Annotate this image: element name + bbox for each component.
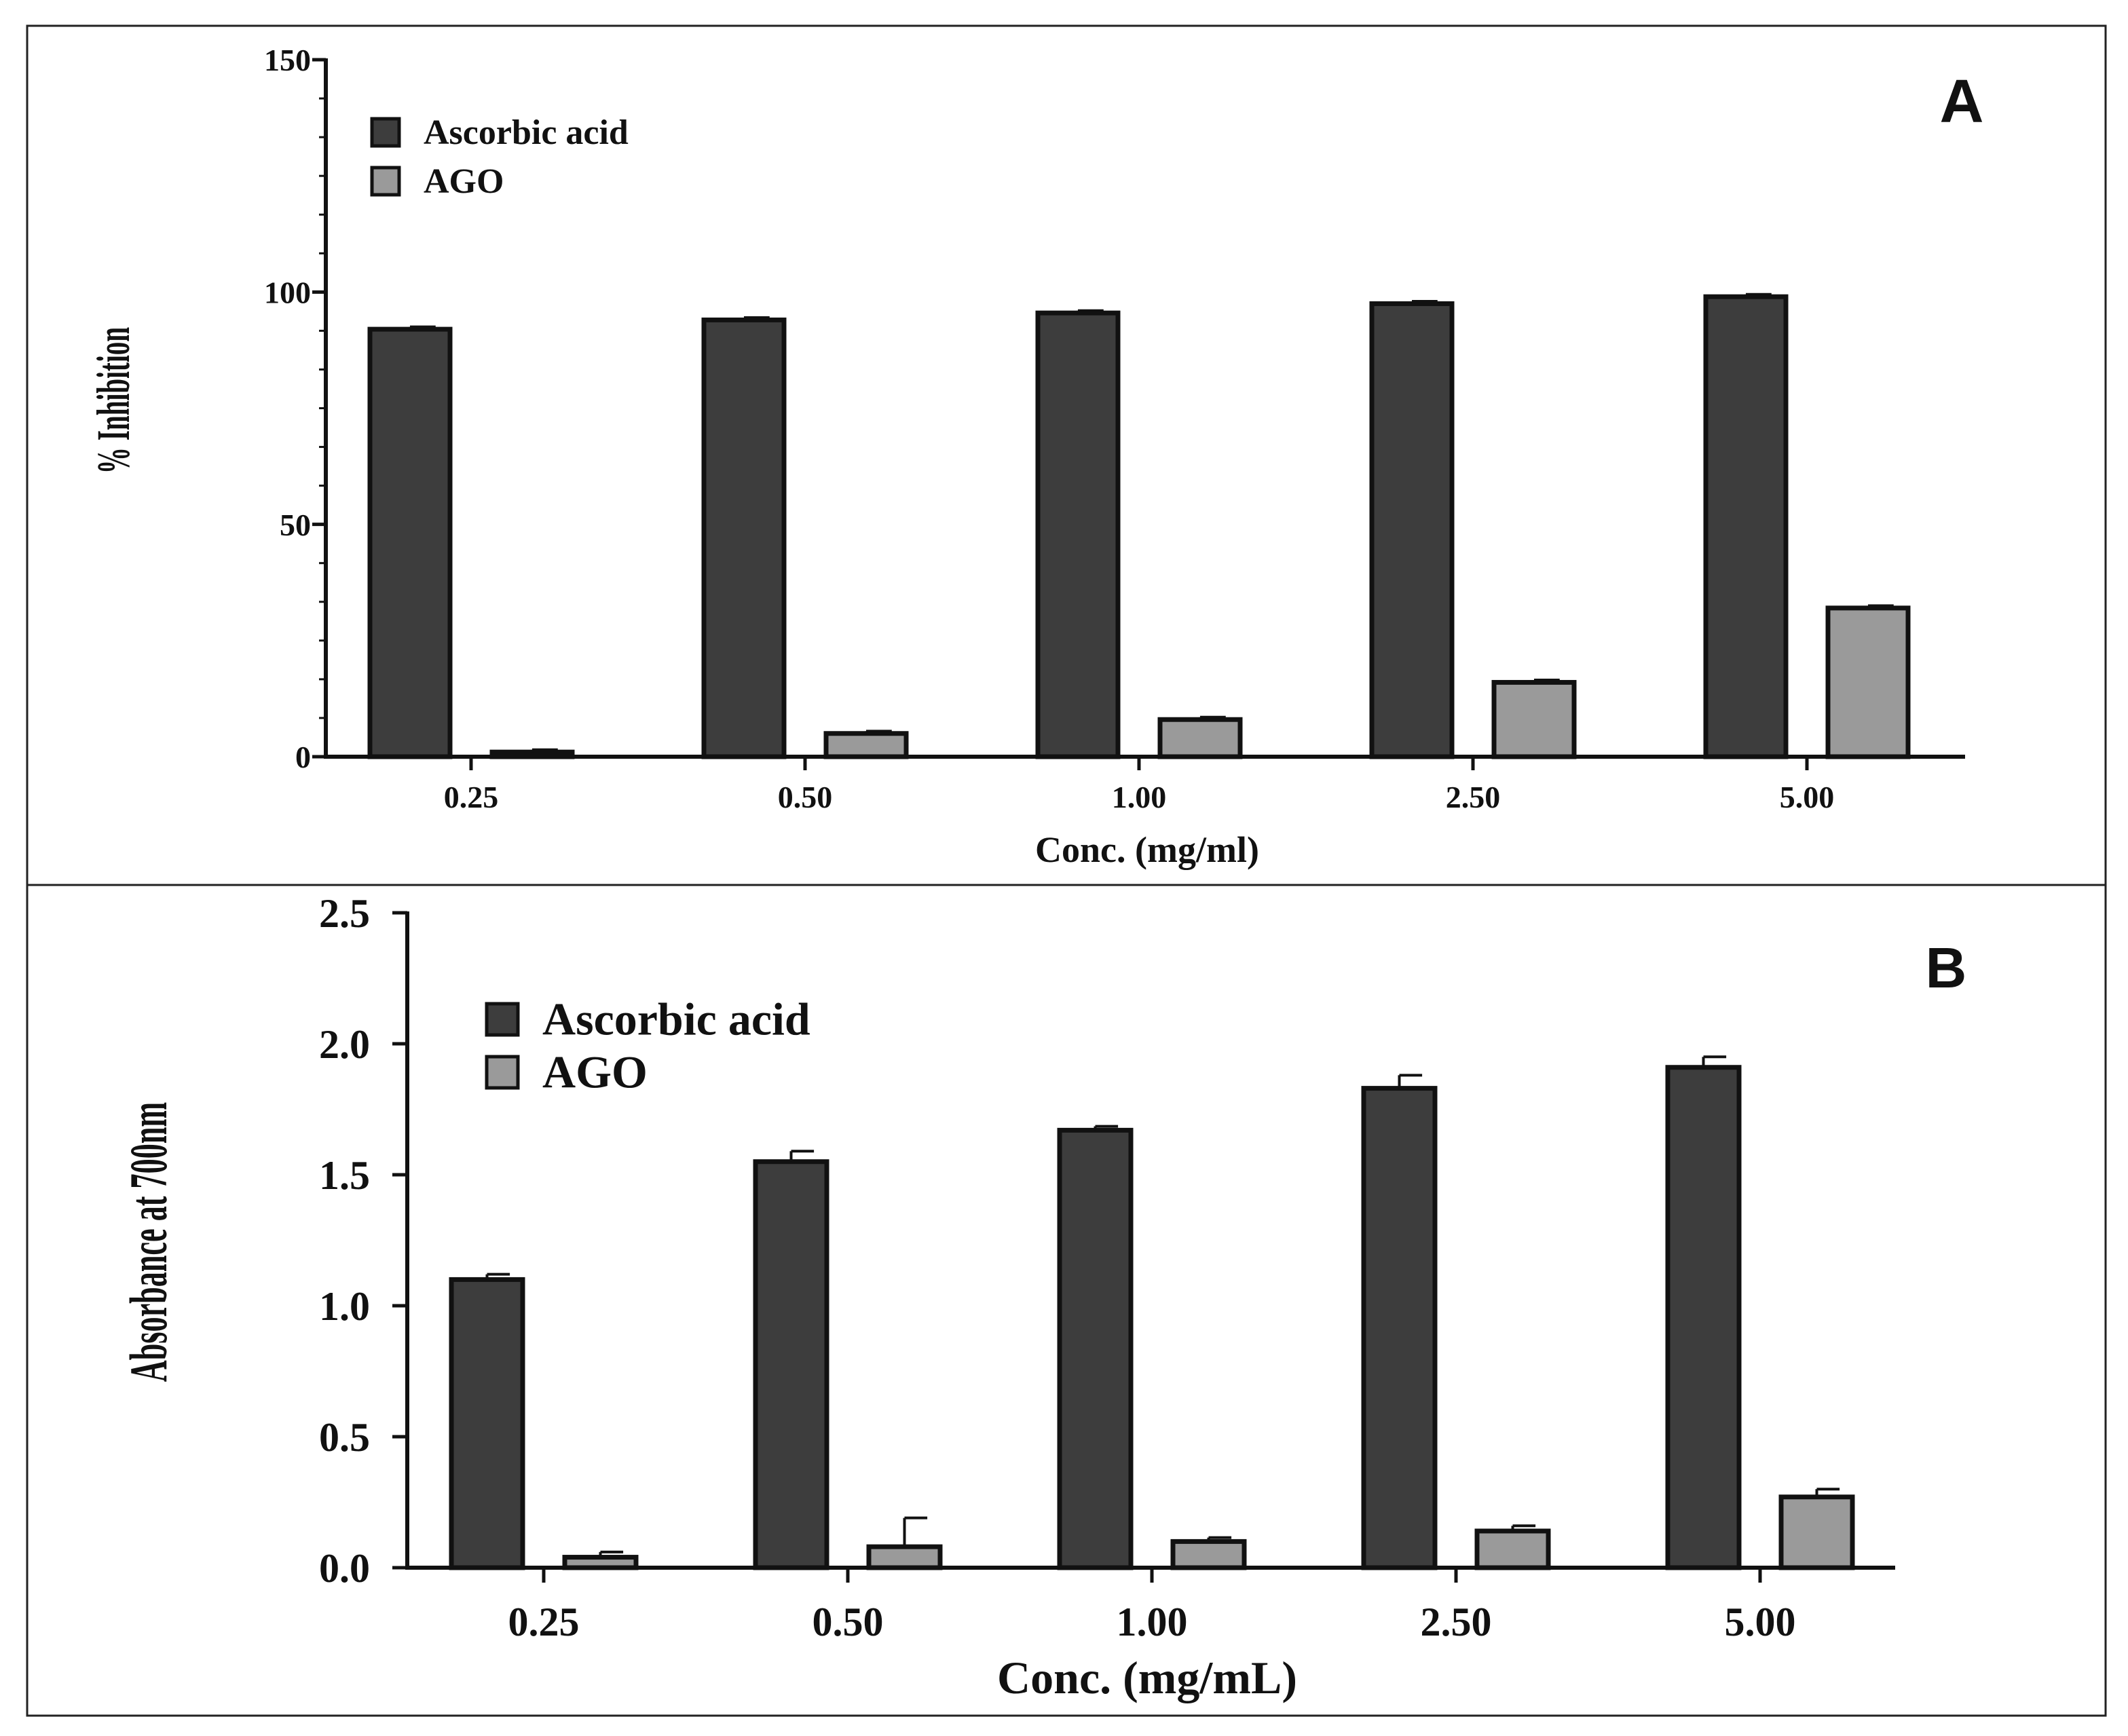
legend-swatch-ago — [485, 1055, 520, 1090]
bar-ago-0.50 — [823, 731, 909, 759]
y-tick-label: 0.0 — [319, 1546, 370, 1591]
legend-swatch-ago — [370, 166, 401, 197]
bar-ascorbic-acid-0.25 — [367, 326, 453, 759]
bar-ascorbic-acid-0.25 — [449, 1277, 525, 1570]
bar-ascorbic-acid-2.50 — [1361, 1086, 1438, 1570]
y-axis-title: % Inhibition — [88, 327, 140, 474]
chart-a: 0 50 100 150 0.25 0.50 1.00 2.50 5.00 Conc. (mg/m… — [88, 43, 1984, 870]
panel-b-frame — [26, 884, 2107, 1717]
bar-ago-1.00 — [1170, 1539, 1247, 1570]
y-tick-label: 2.0 — [319, 1022, 370, 1067]
x-axis-title: Conc. (mg/ml) — [1035, 829, 1259, 870]
x-axis-title: Conc. (mg/mL) — [997, 1652, 1297, 1703]
y-tick-label: 150 — [264, 43, 311, 77]
bar-ascorbic-acid-5.00 — [1703, 294, 1789, 759]
x-tick-label: 2.50 — [1421, 1600, 1492, 1644]
x-tick-label: 0.25 — [444, 780, 499, 814]
legend-swatch-ascorbic-acid — [485, 1002, 520, 1037]
bar-ascorbic-acid-1.00 — [1035, 310, 1121, 759]
bar-ago-5.00 — [1778, 1494, 1855, 1570]
y-tick-label: 1.0 — [319, 1284, 370, 1329]
bar-ascorbic-acid-5.00 — [1665, 1065, 1742, 1570]
chart-b: 0.0 0.5 1.0 1.5 2.0 2.5 0.25 0.50 1.00 2.50 5.00 Co… — [119, 891, 1966, 1703]
y-tick-label: 2.5 — [319, 891, 370, 936]
x-tick-label: 5.00 — [1725, 1600, 1796, 1644]
x-tick-label: 5.00 — [1780, 780, 1835, 814]
x-tick-label: 0.50 — [813, 1600, 884, 1644]
y-tick-label: 50 — [280, 508, 311, 542]
legend-label-ago: AGO — [424, 162, 504, 201]
x-tick-label: 1.00 — [1112, 780, 1167, 814]
bar-ascorbic-acid-0.50 — [753, 1159, 829, 1570]
bar-ascorbic-acid-0.50 — [701, 317, 787, 759]
bar-ago-2.50 — [1491, 679, 1577, 759]
bar-ago-0.50 — [866, 1544, 943, 1570]
y-tick-label: 0.5 — [319, 1415, 370, 1460]
x-tick-label: 0.25 — [508, 1600, 580, 1644]
y-tick-label: 0 — [295, 740, 311, 774]
legend-swatch-ascorbic-acid — [370, 117, 401, 148]
y-tick-label: 1.5 — [319, 1153, 370, 1198]
x-tick-label: 0.50 — [778, 780, 833, 814]
bar-ascorbic-acid-2.50 — [1369, 301, 1455, 759]
bar-ago-1.00 — [1157, 717, 1243, 759]
bar-ascorbic-acid-1.00 — [1057, 1127, 1134, 1570]
legend-label-ascorbic-acid: Ascorbic acid — [542, 993, 810, 1044]
y-tick-label: 100 — [264, 275, 311, 309]
x-tick-label: 2.50 — [1446, 780, 1501, 814]
panel-letter: A — [1940, 68, 1984, 136]
bar-ago-5.00 — [1825, 605, 1911, 759]
legend-label-ago: AGO — [542, 1046, 648, 1097]
bar-ago-2.50 — [1474, 1528, 1551, 1570]
y-axis-title: Absorbance at 700nm — [119, 1102, 178, 1382]
x-tick-label: 1.00 — [1117, 1600, 1188, 1644]
legend-label-ascorbic-acid: Ascorbic acid — [424, 113, 629, 152]
panel-letter: B — [1926, 936, 1967, 1000]
